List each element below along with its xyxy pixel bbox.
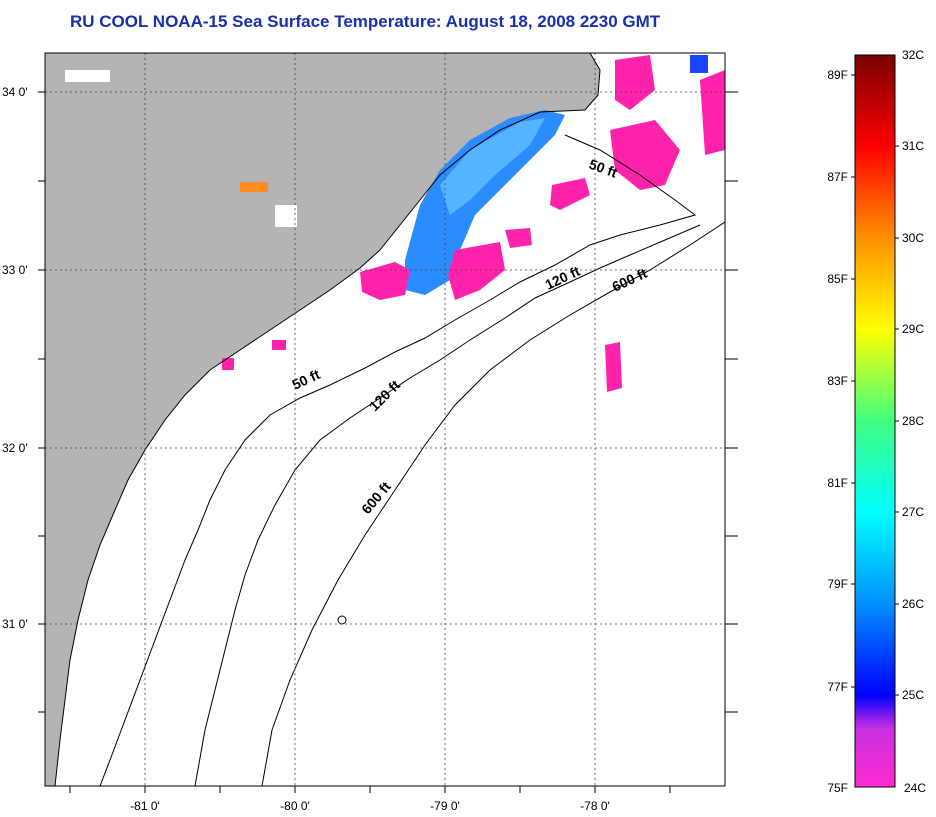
cloud-patch [275, 205, 297, 227]
lat-label: 32 0' [2, 441, 28, 455]
isobath-50ft [99, 134, 697, 786]
lon-label: -79 0' [430, 799, 460, 813]
colorbar-fahrenheit-label: 85F [827, 272, 848, 286]
cloud-mask-region [605, 342, 622, 392]
cloud-mask-region [550, 178, 590, 210]
colorbar-fahrenheit-label: 81F [827, 476, 848, 490]
colorbar-celsius-label: 27C [902, 505, 924, 519]
colorbar-celsius-label: 30C [902, 231, 924, 245]
map-frame [44, 52, 726, 787]
cool-water-core [440, 118, 545, 215]
colorbar-celsius-label: 24C [904, 781, 926, 795]
colorbar-celsius-label: 29C [902, 322, 924, 336]
colorbar-celsius-label: 26C [902, 597, 924, 611]
cloud-mask-region [610, 120, 680, 190]
lon-label: -80 0' [280, 799, 310, 813]
isobath-120ft [194, 224, 701, 786]
cool-water-patch [690, 55, 708, 73]
colorbar-fahrenheit-label: 89F [827, 68, 848, 82]
colorbar-ticks [851, 74, 899, 696]
cloud-mask-region [448, 242, 505, 300]
cloud-mask-region [360, 262, 410, 300]
lat-label: 34 0' [2, 85, 28, 99]
colorbar [854, 54, 896, 788]
lat-label: 31 0' [2, 617, 28, 631]
cloud-mask-region [505, 228, 532, 248]
colorbar-fahrenheit-label: 75F [827, 781, 848, 795]
coastline [54, 53, 601, 786]
lat-label: 33 0' [2, 263, 28, 277]
colorbar-celsius-label: 25C [902, 688, 924, 702]
axis-ticks [38, 91, 738, 793]
cloud-mask-region [272, 340, 286, 350]
graticule [45, 53, 725, 786]
lon-label: -81 0' [130, 799, 160, 813]
colorbar-celsius-label: 28C [902, 414, 924, 428]
land-area [45, 53, 600, 786]
colorbar-celsius-label: 31C [902, 139, 924, 153]
colorbar-fahrenheit-label: 79F [827, 577, 848, 591]
cloud-mask-region [615, 55, 655, 110]
colorbar-celsius-label: 32C [902, 48, 924, 62]
lon-label: -78 0' [580, 799, 610, 813]
colorbar-fahrenheit-label: 83F [827, 374, 848, 388]
warm-pixel-patch [240, 182, 268, 192]
cloud-patch [65, 70, 110, 82]
cloud-mask-region [700, 70, 725, 155]
colorbar-fahrenheit-label: 77F [827, 680, 848, 694]
cloud-mask-region [222, 358, 234, 370]
map-title: RU COOL NOAA-15 Sea Surface Temperature:… [70, 12, 661, 31]
colorbar-fahrenheit-label: 87F [827, 170, 848, 184]
isobath-600ft [261, 221, 725, 786]
